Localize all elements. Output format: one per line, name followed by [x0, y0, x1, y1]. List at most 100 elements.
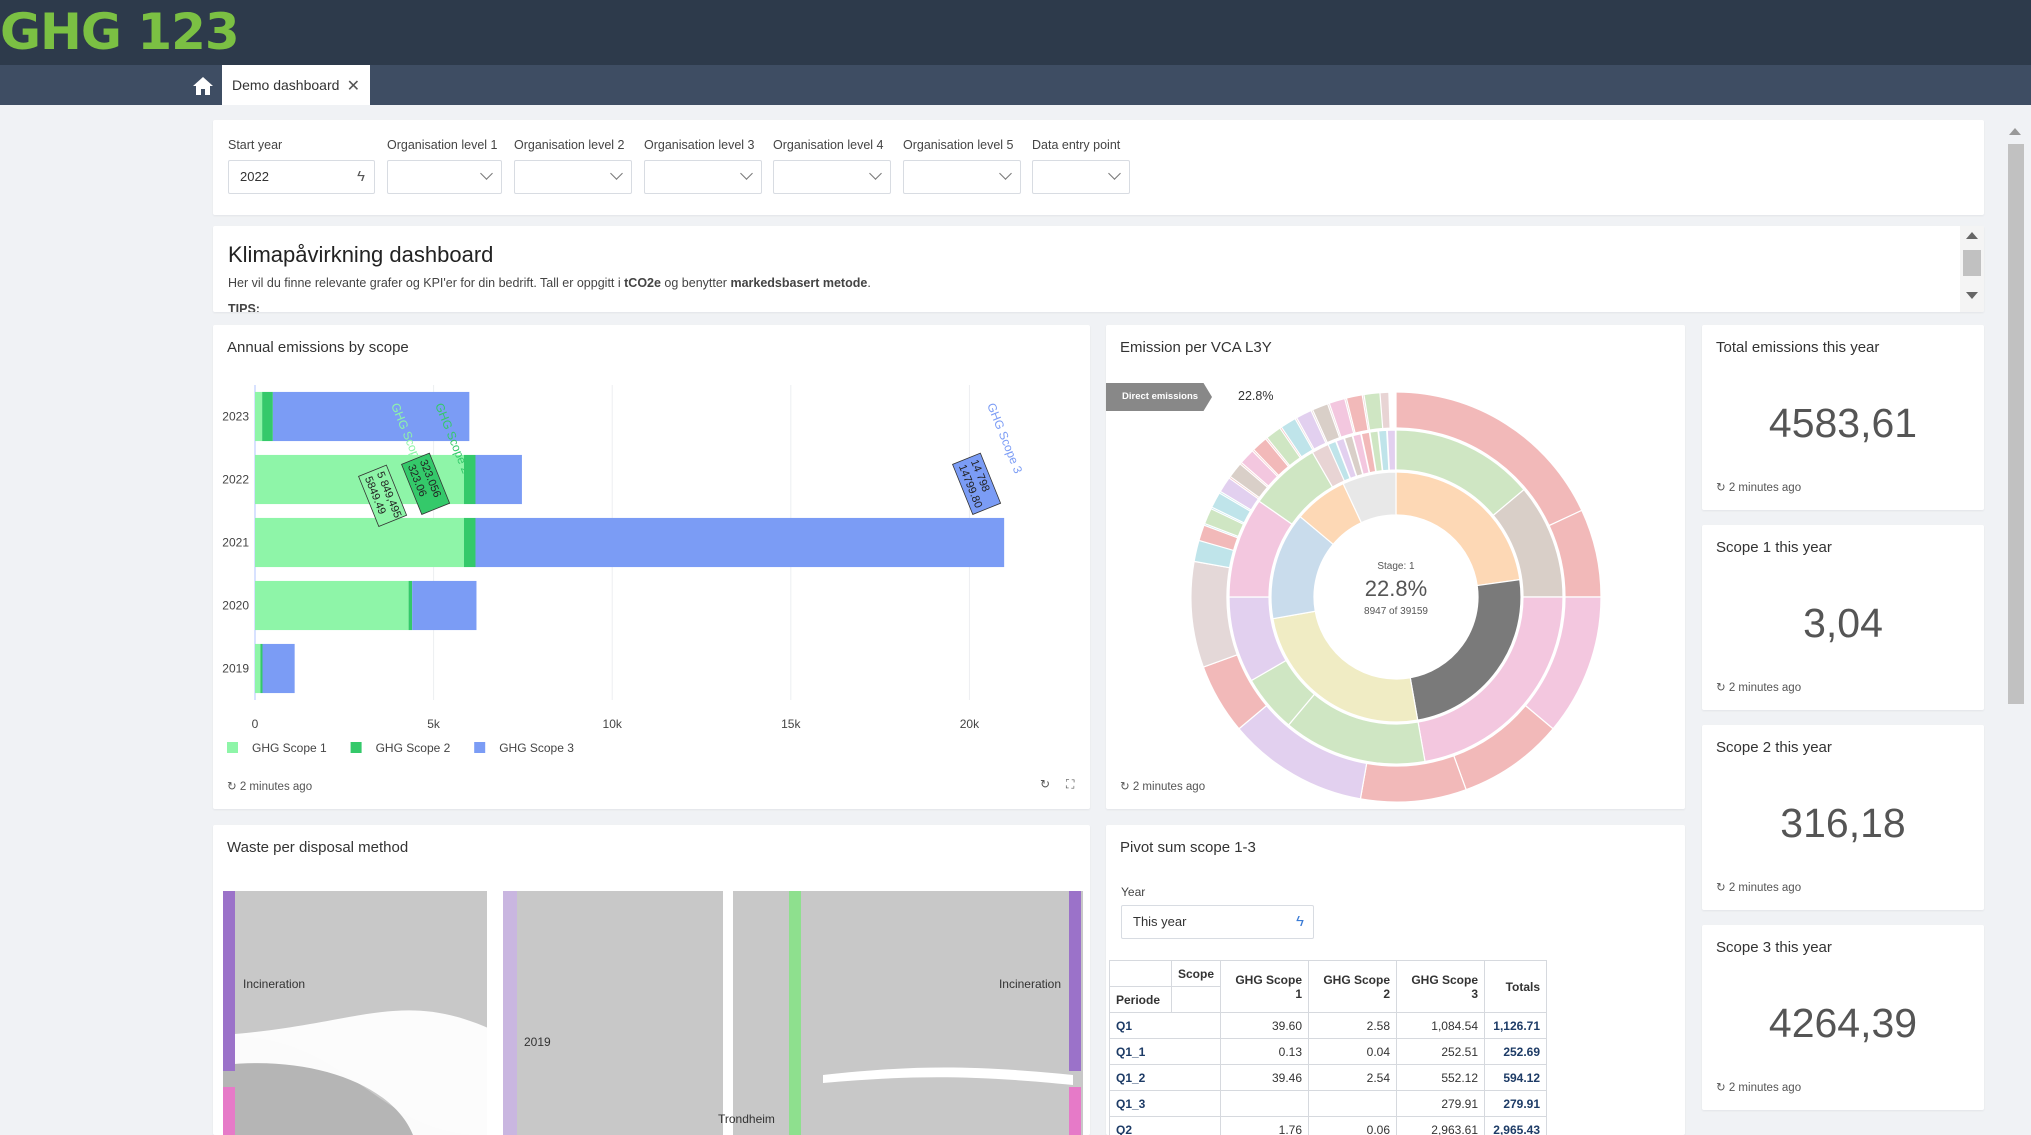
top-header: GHG 123 [0, 0, 2031, 65]
scroll-up-icon[interactable] [2009, 128, 2021, 135]
kpi-value: 4583,61 [1768, 400, 1918, 446]
scroll-thumb[interactable] [2008, 144, 2024, 704]
refresh-status: ↻ 2 minutes ago [1120, 781, 1206, 793]
sankey-label: 2019 [524, 1035, 551, 1049]
sunburst-segment [1328, 397, 1355, 438]
bar [463, 517, 476, 568]
pivot-corner [1109, 960, 1172, 987]
bar [262, 391, 273, 442]
pivot-cell [1308, 1090, 1398, 1117]
refresh-status: ↻ 2 minutes ago [1716, 1082, 1802, 1094]
start-year-value: 2022 [240, 169, 269, 184]
pivot-cell: 2.58 [1308, 1012, 1398, 1039]
filter-label-org2: Organisation level 2 [514, 138, 625, 152]
scroll-down-icon[interactable] [1966, 292, 1978, 299]
expand-icon[interactable]: ⛶ [1066, 777, 1075, 791]
sankey-flow [823, 1067, 1073, 1085]
sunburst-center-label: Stage: 1 [1377, 561, 1415, 572]
lightning-icon[interactable]: ϟ [357, 168, 365, 185]
pivot-scope-header: Scope [1170, 960, 1222, 987]
annual-emissions-chart[interactable]: 0 5k 10k 15k 20k 2023 2022 2021 2020 2019 GHG Scop… [213, 325, 1090, 809]
pivot-total-cell: 594.12 [1484, 1064, 1548, 1091]
chevron-down-icon [999, 167, 1012, 180]
pivot-year-select[interactable]: This year ϟ [1121, 905, 1314, 939]
data-entry-point-select[interactable] [1032, 160, 1130, 194]
y-tick-label: 2023 [222, 410, 249, 424]
sankey-node [789, 891, 801, 1135]
sunburst-segment [1342, 471, 1397, 524]
legend-label: GHG Scope 2 [376, 741, 451, 755]
home-icon[interactable] [190, 73, 216, 99]
legend-label: GHG Scope 3 [499, 741, 574, 755]
pivot-cell: 2,963.61 [1396, 1116, 1486, 1135]
filter-label-data-entry: Data entry point [1032, 138, 1121, 152]
pivot-cell [1220, 1090, 1310, 1117]
waste-card: Waste per disposal method Incineration 2… [213, 825, 1090, 1135]
pivot-row-label[interactable]: Q1_2 [1108, 1064, 1222, 1091]
org-level-3-select[interactable] [644, 160, 762, 194]
chevron-down-icon [740, 167, 753, 180]
sunburst-segment [1266, 427, 1302, 467]
refresh-status: ↻ 2 minutes ago [1716, 882, 1802, 894]
pivot-cell: 552.12 [1396, 1064, 1486, 1091]
legend-swatch [350, 742, 362, 753]
tab-demo-dashboard[interactable]: Demo dashboard ✕ [222, 65, 370, 105]
pivot-cell: 1,084.54 [1396, 1012, 1486, 1039]
intro-method: markedsbasert metode [730, 276, 868, 290]
pivot-col-header[interactable]: GHG Scope 2 [1308, 960, 1398, 1013]
refresh-icon[interactable]: ↻ [1040, 777, 1051, 791]
pivot-row-label[interactable]: Q1 [1108, 1012, 1222, 1039]
x-tick-label: 5k [427, 717, 441, 731]
bar [272, 391, 470, 442]
sunburst-segment [1198, 524, 1239, 552]
pivot-row-label[interactable]: Q1_3 [1108, 1090, 1222, 1117]
start-year-input[interactable]: 2022 ϟ [228, 160, 375, 194]
intro-text: Her vil du finne relevante grafer og KPI… [228, 276, 871, 290]
pivot-total-cell: 1,126.71 [1484, 1012, 1548, 1039]
pivot-col-header[interactable]: GHG Scope 1 [1220, 960, 1310, 1013]
org-level-5-select[interactable] [903, 160, 1021, 194]
pivot-total-cell: 252.69 [1484, 1038, 1548, 1065]
sunburst-segment [1240, 449, 1279, 487]
org-level-4-select[interactable] [773, 160, 891, 194]
close-icon[interactable]: ✕ [346, 78, 360, 95]
vca-sunburst-card: Emission per VCA L3Y Direct emissions 22… [1106, 325, 1685, 809]
annotation-series-label: GHG Scope 3 [984, 401, 1025, 476]
bar [255, 580, 409, 631]
sunburst-center-percent: 22.8% [1364, 576, 1428, 601]
chevron-down-icon [869, 167, 882, 180]
scroll-up-icon[interactable] [1966, 232, 1978, 239]
sunburst-segment [1295, 409, 1327, 451]
pivot-year-value: This year [1133, 914, 1187, 929]
lightning-icon[interactable]: ϟ [1296, 913, 1304, 930]
sunburst-breadcrumb[interactable]: Direct emissions [1106, 383, 1212, 411]
legend-swatch [227, 742, 238, 753]
sunburst-chart[interactable] [1106, 325, 1685, 809]
pivot-row-header[interactable]: Periode [1109, 986, 1172, 1013]
page-scrollbar[interactable] [2004, 120, 2026, 1135]
sunburst-segment [1229, 463, 1269, 499]
sankey-flow [223, 1010, 503, 1135]
intro-scrollbar[interactable] [1960, 226, 1984, 312]
filter-label-start-year: Start year [228, 138, 283, 152]
app-logo[interactable]: GHG 123 [0, 3, 240, 61]
sunburst-segment [1210, 492, 1252, 524]
filter-label-org3: Organisation level 3 [644, 138, 755, 152]
sunburst-title: Emission per VCA L3Y [1120, 339, 1272, 356]
sunburst-segment [1252, 437, 1290, 477]
pivot-row-label[interactable]: Q1_1 [1108, 1038, 1222, 1065]
legend-swatch [474, 742, 486, 753]
kpi-title: Scope 3 this year [1716, 939, 1832, 956]
annual-chart-title: Annual emissions by scope [227, 339, 409, 356]
pivot-col-header[interactable]: Totals [1484, 960, 1548, 1013]
pivot-cell: 279.91 [1396, 1090, 1486, 1117]
sunburst-segment [1386, 429, 1397, 471]
pivot-col-header[interactable]: GHG Scope 3 [1396, 960, 1486, 1013]
intro-title: Klimapåvirkning dashboard [228, 242, 494, 267]
org-level-2-select[interactable] [514, 160, 632, 194]
waste-sankey-chart[interactable]: Incineration 2019 Trondheim Incineration [213, 825, 1090, 1135]
org-level-1-select[interactable] [387, 160, 502, 194]
pivot-row-label[interactable]: Q2 [1108, 1116, 1222, 1135]
scroll-thumb[interactable] [1963, 250, 1981, 276]
